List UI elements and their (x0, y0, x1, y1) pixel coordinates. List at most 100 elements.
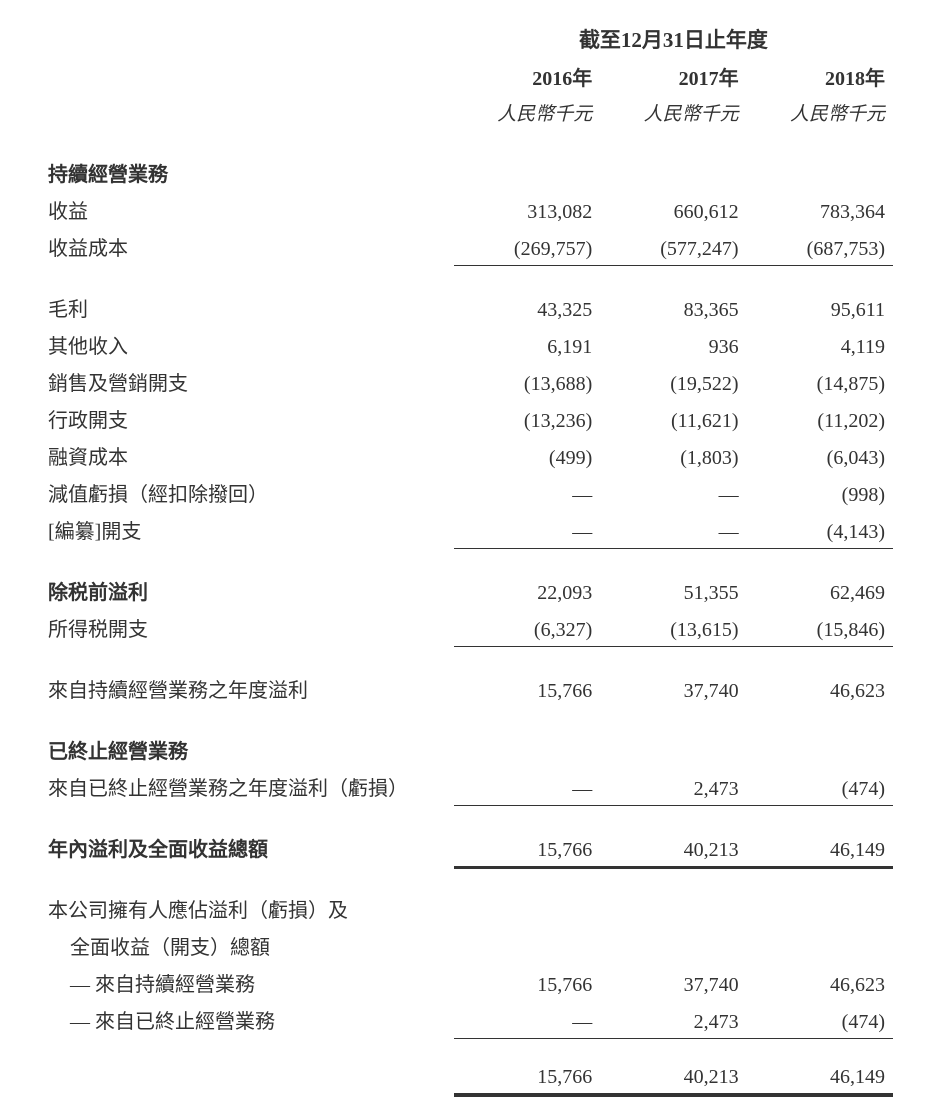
admin-expenses-row: 行政開支 (13,236) (11,621) (11,202) (40, 400, 893, 437)
header-span-row: 截至12月31日止年度 (40, 20, 893, 58)
revenue-2018: 783,364 (747, 191, 893, 228)
admin-2017: (11,621) (600, 400, 746, 437)
profit-continuing-label: 來自持續經營業務之年度溢利 (40, 670, 454, 707)
impairment-label: 減值虧損（經扣除撥回） (40, 474, 454, 511)
revenue-2017: 660,612 (600, 191, 746, 228)
profit-discontinued-label: 來自已終止經營業務之年度溢利（虧損） (40, 768, 454, 805)
other-income-label: 其他收入 (40, 326, 454, 363)
continuing-ops-header: 持續經營業務 (40, 154, 454, 191)
selling-2017: (19,522) (600, 363, 746, 400)
profit-discontinued-row: 來自已終止經營業務之年度溢利（虧損） — 2,473 (474) (40, 768, 893, 805)
listing-2016: — (454, 511, 600, 548)
other-income-row: 其他收入 6,191 936 4,119 (40, 326, 893, 363)
discontinued-ops-header: 已終止經營業務 (40, 731, 454, 768)
income-statement-table: 截至12月31日止年度 2016年 2017年 2018年 人民幣千元 人民幣千… (40, 20, 893, 1094)
year-header-row: 2016年 2017年 2018年 (40, 58, 893, 95)
other-income-2016: 6,191 (454, 326, 600, 363)
listing-2017: — (600, 511, 746, 548)
profit-discontinued-2017: 2,473 (600, 768, 746, 805)
gross-profit-row: 毛利 43,325 83,365 95,611 (40, 289, 893, 326)
pbt-2016: 22,093 (454, 572, 600, 609)
tax-2016: (6,327) (454, 609, 600, 646)
attr-continuing-2017: 37,740 (600, 964, 746, 1001)
total-comprehensive-label: 年內溢利及全面收益總額 (40, 829, 454, 866)
attributable-header-l2: 全面收益（開支）總額 (40, 927, 454, 964)
attr-continuing-row: — 來自持續經營業務 15,766 37,740 46,623 (40, 964, 893, 1001)
attr-total-2018: 46,149 (747, 1062, 893, 1094)
selling-label: 銷售及營銷開支 (40, 363, 454, 400)
finance-2017: (1,803) (600, 437, 746, 474)
gross-profit-2018: 95,611 (747, 289, 893, 326)
attr-discontinued-2018: (474) (747, 1001, 893, 1038)
gross-profit-2017: 83,365 (600, 289, 746, 326)
attr-discontinued-row: — 來自已終止經營業務 — 2,473 (474) (40, 1001, 893, 1038)
revenue-row: 收益 313,082 660,612 783,364 (40, 191, 893, 228)
pbt-label: 除税前溢利 (40, 572, 454, 609)
attr-discontinued-label: — 來自已終止經營業務 (40, 1001, 454, 1038)
admin-2016: (13,236) (454, 400, 600, 437)
finance-label: 融資成本 (40, 437, 454, 474)
tax-label: 所得税開支 (40, 609, 454, 646)
year-2016: 2016年 (454, 58, 600, 95)
attr-total-row: 15,766 40,213 46,149 (40, 1062, 893, 1094)
continuing-ops-header-row: 持續經營業務 (40, 154, 893, 191)
profit-continuing-2017: 37,740 (600, 670, 746, 707)
attr-total-2016: 15,766 (454, 1062, 600, 1094)
tax-2017: (13,615) (600, 609, 746, 646)
attributable-header-l1: 本公司擁有人應佔溢利（虧損）及 (40, 890, 454, 927)
unit-header-row: 人民幣千元 人民幣千元 人民幣千元 (40, 95, 893, 130)
cost-2016: (269,757) (454, 228, 600, 265)
pbt-2018: 62,469 (747, 572, 893, 609)
selling-expenses-row: 銷售及營銷開支 (13,688) (19,522) (14,875) (40, 363, 893, 400)
tax-2018: (15,846) (747, 609, 893, 646)
profit-continuing-row: 來自持續經營業務之年度溢利 15,766 37,740 46,623 (40, 670, 893, 707)
year-2018: 2018年 (747, 58, 893, 95)
attr-continuing-2018: 46,623 (747, 964, 893, 1001)
attr-discontinued-2016: — (454, 1001, 600, 1038)
cost-label: 收益成本 (40, 228, 454, 265)
discontinued-ops-header-row: 已終止經營業務 (40, 731, 893, 768)
selling-2018: (14,875) (747, 363, 893, 400)
attributable-header-row-2: 全面收益（開支）總額 (40, 927, 893, 964)
gross-profit-label: 毛利 (40, 289, 454, 326)
impairment-row: 減值虧損（經扣除撥回） — — (998) (40, 474, 893, 511)
total-comprehensive-2016: 15,766 (454, 829, 600, 866)
impairment-2016: — (454, 474, 600, 511)
profit-discontinued-2018: (474) (747, 768, 893, 805)
year-2017: 2017年 (600, 58, 746, 95)
selling-2016: (13,688) (454, 363, 600, 400)
attr-continuing-label: — 來自持續經營業務 (40, 964, 454, 1001)
other-income-2018: 4,119 (747, 326, 893, 363)
cost-2017: (577,247) (600, 228, 746, 265)
profit-continuing-2018: 46,623 (747, 670, 893, 707)
unit-2017: 人民幣千元 (600, 95, 746, 130)
gross-profit-2016: 43,325 (454, 289, 600, 326)
admin-2018: (11,202) (747, 400, 893, 437)
total-comprehensive-2018: 46,149 (747, 829, 893, 866)
profit-discontinued-2016: — (454, 768, 600, 805)
income-tax-row: 所得税開支 (6,327) (13,615) (15,846) (40, 609, 893, 646)
listing-label: [編纂]開支 (40, 511, 454, 548)
revenue-2016: 313,082 (454, 191, 600, 228)
other-income-2017: 936 (600, 326, 746, 363)
cost-2018: (687,753) (747, 228, 893, 265)
cost-of-revenue-row: 收益成本 (269,757) (577,247) (687,753) (40, 228, 893, 265)
impairment-2018: (998) (747, 474, 893, 511)
pbt-2017: 51,355 (600, 572, 746, 609)
admin-label: 行政開支 (40, 400, 454, 437)
total-comprehensive-2017: 40,213 (600, 829, 746, 866)
period-title: 截至12月31日止年度 (454, 20, 893, 58)
profit-continuing-2016: 15,766 (454, 670, 600, 707)
finance-2016: (499) (454, 437, 600, 474)
finance-2018: (6,043) (747, 437, 893, 474)
attr-discontinued-2017: 2,473 (600, 1001, 746, 1038)
attr-continuing-2016: 15,766 (454, 964, 600, 1001)
attr-total-2017: 40,213 (600, 1062, 746, 1094)
finance-costs-row: 融資成本 (499) (1,803) (6,043) (40, 437, 893, 474)
total-comprehensive-row: 年內溢利及全面收益總額 15,766 40,213 46,149 (40, 829, 893, 866)
attributable-header-row-1: 本公司擁有人應佔溢利（虧損）及 (40, 890, 893, 927)
listing-2018: (4,143) (747, 511, 893, 548)
listing-expenses-row: [編纂]開支 — — (4,143) (40, 511, 893, 548)
unit-2018: 人民幣千元 (747, 95, 893, 130)
profit-before-tax-row: 除税前溢利 22,093 51,355 62,469 (40, 572, 893, 609)
